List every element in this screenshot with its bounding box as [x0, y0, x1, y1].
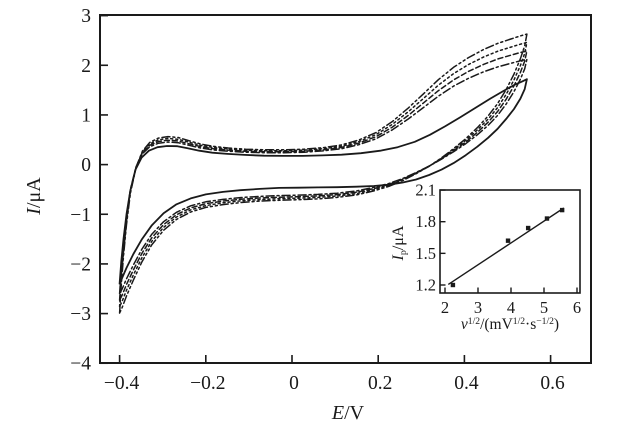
main-y-tick-label: −4: [70, 354, 91, 375]
cv-dash-dot-dot-curve: [118, 33, 528, 314]
main-x-tick-label: 0.4: [454, 373, 479, 394]
inset-y-tick-label: 1.8: [415, 212, 436, 231]
main-x-axis-label: E/V: [308, 402, 388, 425]
inset-x-axis-sup3: −1/2: [536, 316, 554, 328]
inset-data-point: [505, 238, 511, 243]
cv-dash-curve: [118, 50, 528, 301]
main-y-tick-label: −2: [70, 254, 91, 275]
main-y-tick-label: 3: [81, 6, 91, 27]
inset-y-tick-label: 1.2: [415, 276, 436, 295]
main-y-tick-label: 0: [81, 155, 91, 176]
inset-x-tick-label: 5: [540, 298, 548, 317]
inset-y-axis-unit: /μA: [390, 225, 407, 251]
cv-dot-curve: [118, 41, 528, 308]
inset-x-tick-label: 2: [441, 298, 449, 317]
inset-x-axis-symbol: v: [460, 316, 468, 333]
main-x-tick-label: −0.4: [104, 373, 140, 394]
inset-x-tick-label: 3: [474, 298, 482, 317]
main-x-axis-unit: /V: [344, 402, 365, 424]
main-x-axis-symbol: E: [331, 402, 345, 424]
inset-data-point: [525, 225, 531, 231]
inset-x-axis-end: ): [553, 316, 560, 333]
inset-x-axis-mid2: ·s: [525, 316, 537, 333]
inset-x-axis-sup1: 1/2: [467, 316, 481, 328]
inset-data-point: [559, 207, 565, 213]
inset-y-axis-symbol: I: [390, 255, 407, 261]
main-x-tick-label: 0: [289, 373, 299, 394]
inset-fit-line: [447, 207, 565, 286]
main-y-tick-label: −1: [70, 205, 91, 226]
main-x-tick-label: 0.6: [540, 373, 565, 394]
inset-x-tick-label: 4: [507, 298, 515, 317]
inset-y-tick-label: 2.1: [415, 181, 436, 200]
inset-x-axis-mid1: /(mV: [480, 316, 513, 333]
inset-y-axis-subscript: p: [397, 250, 409, 256]
cv-solid-curve: [118, 78, 528, 285]
inset-x-tick-label: 6: [573, 298, 581, 317]
inset-data-point: [450, 282, 456, 288]
main-x-tick-label: −0.2: [190, 373, 225, 394]
inset-y-tick-label: 1.5: [415, 244, 436, 263]
main-y-tick-label: 1: [81, 105, 91, 126]
main-plot-frame: [99, 14, 592, 364]
main-y-axis-unit: /μA: [23, 177, 45, 209]
main-y-tick-label: −3: [70, 304, 91, 325]
inset-y-axis-label: Ip/μA: [388, 193, 412, 293]
main-y-axis-symbol: I: [23, 208, 45, 215]
inset-data-point: [544, 216, 550, 221]
main-y-axis-label: I/μA: [22, 146, 46, 246]
inset-x-axis-sup2: 1/2: [512, 316, 526, 328]
main-x-tick-label: 0.2: [368, 373, 392, 394]
cv-dash-dot-curve: [118, 58, 528, 295]
main-y-tick-label: 2: [81, 56, 91, 77]
inset-x-axis-label: v1/2/(mV1/2·s−1/2): [422, 316, 598, 334]
